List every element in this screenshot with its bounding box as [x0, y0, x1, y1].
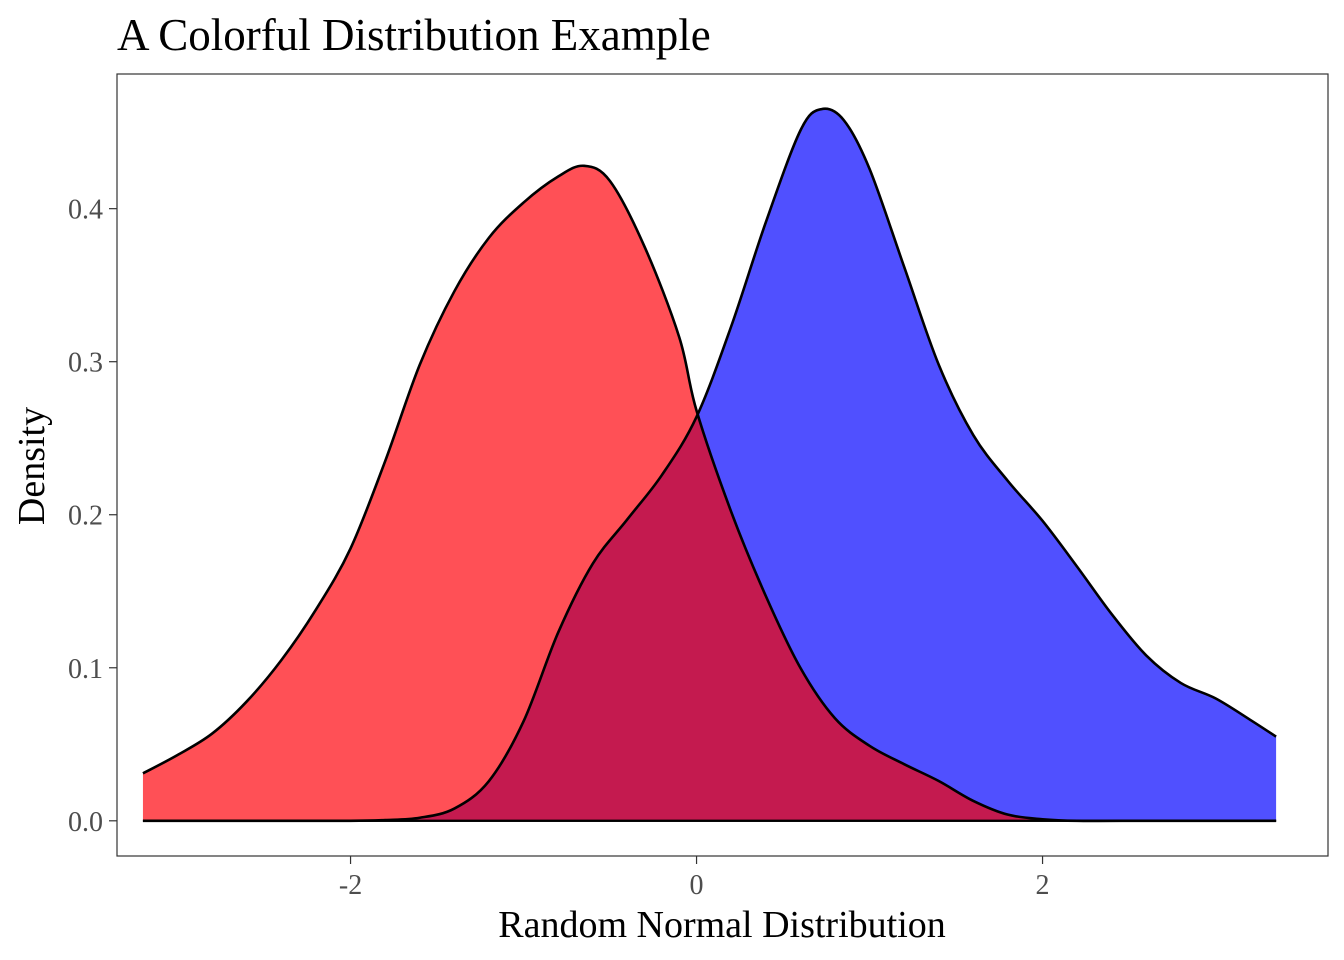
y-tick-label: 0.1 [68, 654, 103, 685]
y-axis-title: Density [11, 407, 53, 525]
x-tick-label: 0 [690, 870, 704, 901]
x-axis: -2 0 2 [339, 856, 1050, 901]
chart-title: A Colorful Distribution Example [117, 10, 711, 60]
x-tick-label: -2 [339, 870, 362, 901]
y-axis: 0.0 0.1 0.2 0.3 0.4 [68, 195, 117, 838]
density-line-1 [142, 164, 1277, 823]
y-tick-label: 0.3 [68, 348, 103, 379]
y-tick-label: 0.2 [68, 501, 103, 532]
series-layer [142, 107, 1277, 823]
y-tick-label: 0.4 [68, 195, 103, 226]
x-tick-label: 2 [1036, 870, 1050, 901]
panel-border [116, 73, 1329, 857]
density-line-2 [142, 107, 1277, 823]
y-tick-label: 0.0 [68, 807, 103, 838]
x-axis-title: Random Normal Distribution [498, 904, 946, 946]
